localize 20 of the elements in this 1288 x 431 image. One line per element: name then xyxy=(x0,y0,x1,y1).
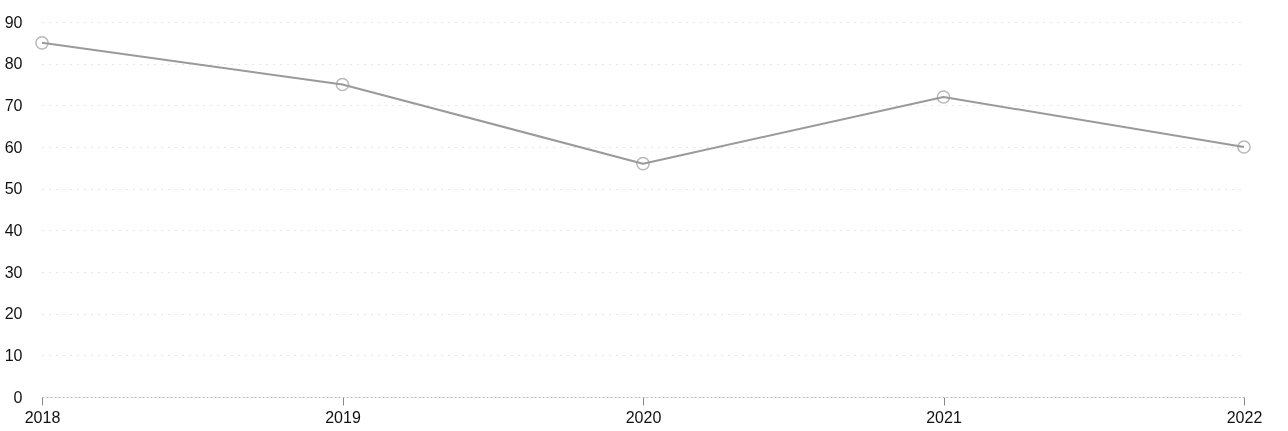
y-tick-label: 10 xyxy=(4,346,23,364)
y-tick-label: 20 xyxy=(4,305,23,323)
x-tick-label: 2021 xyxy=(926,408,962,426)
x-tick-label: 2019 xyxy=(325,408,361,426)
x-tick-label: 2018 xyxy=(24,408,61,426)
point xyxy=(335,77,350,92)
x-tick-label: 2022 xyxy=(1226,408,1263,426)
point xyxy=(636,156,650,171)
y-tick-label: 40 xyxy=(4,221,23,239)
y-tick-label: 0 xyxy=(13,388,23,406)
y-tick-label: 50 xyxy=(4,180,23,198)
point xyxy=(936,90,951,104)
y-tick-label: 80 xyxy=(4,55,23,73)
y-tick-label: 60 xyxy=(4,138,23,156)
y-tick-label: 30 xyxy=(4,263,23,281)
point xyxy=(35,35,49,50)
point xyxy=(1237,140,1251,154)
y-tick-label: 70 xyxy=(4,96,23,114)
y-tick-label: 90 xyxy=(4,13,23,31)
x-tick-label: 2020 xyxy=(625,408,662,426)
